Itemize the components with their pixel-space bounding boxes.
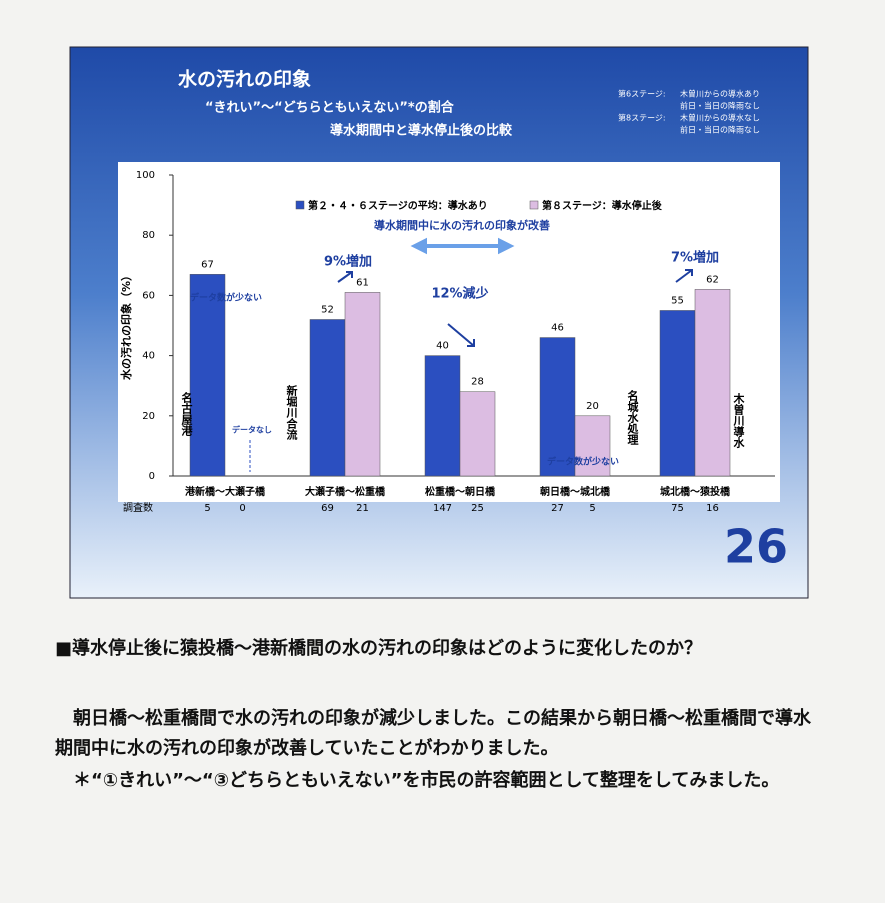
site-label: 名城水処理 bbox=[626, 389, 640, 445]
site-label: 木曽川導水 bbox=[732, 392, 746, 449]
annotation: データ数が少ない bbox=[190, 292, 262, 304]
count-label: 調査数 bbox=[123, 501, 153, 514]
count: 21 bbox=[356, 503, 369, 514]
value-label: 28 bbox=[471, 377, 484, 388]
value-label: 61 bbox=[356, 277, 369, 288]
y-tick-label: 80 bbox=[142, 230, 155, 241]
bar bbox=[574, 415, 611, 477]
count: 5 bbox=[589, 503, 595, 514]
annotation: 導水期間中に水の汚れの印象が改善 bbox=[374, 218, 550, 232]
note: 前日・当日の降雨なし bbox=[680, 101, 760, 111]
value-label: 46 bbox=[551, 323, 564, 334]
legend-swatch bbox=[295, 200, 305, 210]
arrow bbox=[410, 237, 515, 255]
x-tick-label: 城北橋～猿投橋 bbox=[660, 485, 731, 498]
count: 27 bbox=[551, 503, 564, 514]
annotation: 7%増加 bbox=[671, 250, 719, 266]
note: 前日・当日の降雨なし bbox=[680, 125, 760, 135]
legend-swatch bbox=[529, 200, 539, 210]
bar bbox=[659, 310, 696, 477]
value-label: 52 bbox=[321, 304, 334, 315]
count: 147 bbox=[433, 503, 452, 514]
x-tick-label: 大瀬子橋～松重橋 bbox=[305, 485, 386, 498]
annotation: データなし bbox=[232, 425, 272, 435]
count: 0 bbox=[239, 503, 245, 514]
bar bbox=[344, 292, 381, 477]
bar bbox=[694, 289, 731, 477]
site-label: 名古屋港 bbox=[180, 391, 193, 437]
paragraph: ＊“①きれい”～“③どちらともいえない”を市民の許容範囲として整理をしてみました… bbox=[73, 770, 780, 791]
page-number: 26 bbox=[724, 520, 788, 574]
value-label: 40 bbox=[436, 341, 449, 352]
legend-label: 第８ステージ：導水停止後 bbox=[542, 199, 663, 212]
bar bbox=[309, 319, 346, 477]
y-tick-label: 20 bbox=[142, 411, 155, 422]
bar bbox=[189, 274, 226, 477]
note: 木曽川からの導水あり bbox=[680, 89, 760, 99]
site-label: 新堀川合流 bbox=[285, 384, 299, 441]
subtitle: “きれい”～“どちらともいえない”*の割合 bbox=[205, 100, 455, 116]
note: 第6ステージ: bbox=[618, 89, 666, 99]
subtitle: 導水期間中と導水停止後の比較 bbox=[330, 123, 513, 139]
chart-title: 水の汚れの印象 bbox=[178, 68, 311, 91]
annotation: 12%減少 bbox=[431, 286, 488, 302]
legend-label: 第２・４・６ステージの平均：導水あり bbox=[308, 199, 488, 212]
count: 25 bbox=[471, 503, 484, 514]
x-tick-label: 港新橋～大瀬子橋 bbox=[185, 485, 266, 498]
count: 69 bbox=[321, 503, 334, 514]
arrow bbox=[447, 323, 475, 347]
y-tick-label: 60 bbox=[142, 290, 155, 301]
bar bbox=[424, 355, 461, 477]
count: 75 bbox=[671, 503, 684, 514]
bar bbox=[459, 391, 496, 477]
bar bbox=[539, 337, 576, 477]
count: 16 bbox=[706, 503, 719, 514]
y-tick-label: 100 bbox=[136, 170, 155, 181]
note: 第8ステージ: bbox=[618, 113, 666, 123]
x-tick-label: 朝日橋～城北橋 bbox=[540, 485, 611, 498]
annotation: 9%増加 bbox=[324, 254, 372, 270]
annotation: データ数が少ない bbox=[547, 456, 619, 468]
slide: 水の汚れの印象 “きれい”～“どちらともいえない”*の割合 導水期間中と導水停止… bbox=[69, 46, 809, 599]
value-label: 67 bbox=[201, 259, 214, 270]
value-label: 62 bbox=[706, 274, 719, 285]
arrow bbox=[675, 269, 693, 283]
heading: ■導水停止後に猿投橋～港新橋間の水の汚れの印象はどのように変化したのか？ bbox=[55, 638, 703, 659]
paragraph: 朝日橋～松重橋間で水の汚れの印象が減少しました。この結果から朝日橋～松重橋間で導… bbox=[55, 708, 811, 759]
arrow bbox=[337, 271, 353, 283]
y-axis-label: 水の汚れの印象（%） bbox=[119, 270, 133, 380]
y-tick-label: 40 bbox=[142, 351, 155, 362]
x-tick-label: 松重橋～朝日橋 bbox=[425, 485, 496, 498]
count: 5 bbox=[204, 503, 210, 514]
note: 木曽川からの導水なし bbox=[680, 113, 760, 123]
value-label: 55 bbox=[671, 295, 684, 306]
y-tick-label: 0 bbox=[149, 471, 155, 482]
value-label: 20 bbox=[586, 401, 599, 412]
